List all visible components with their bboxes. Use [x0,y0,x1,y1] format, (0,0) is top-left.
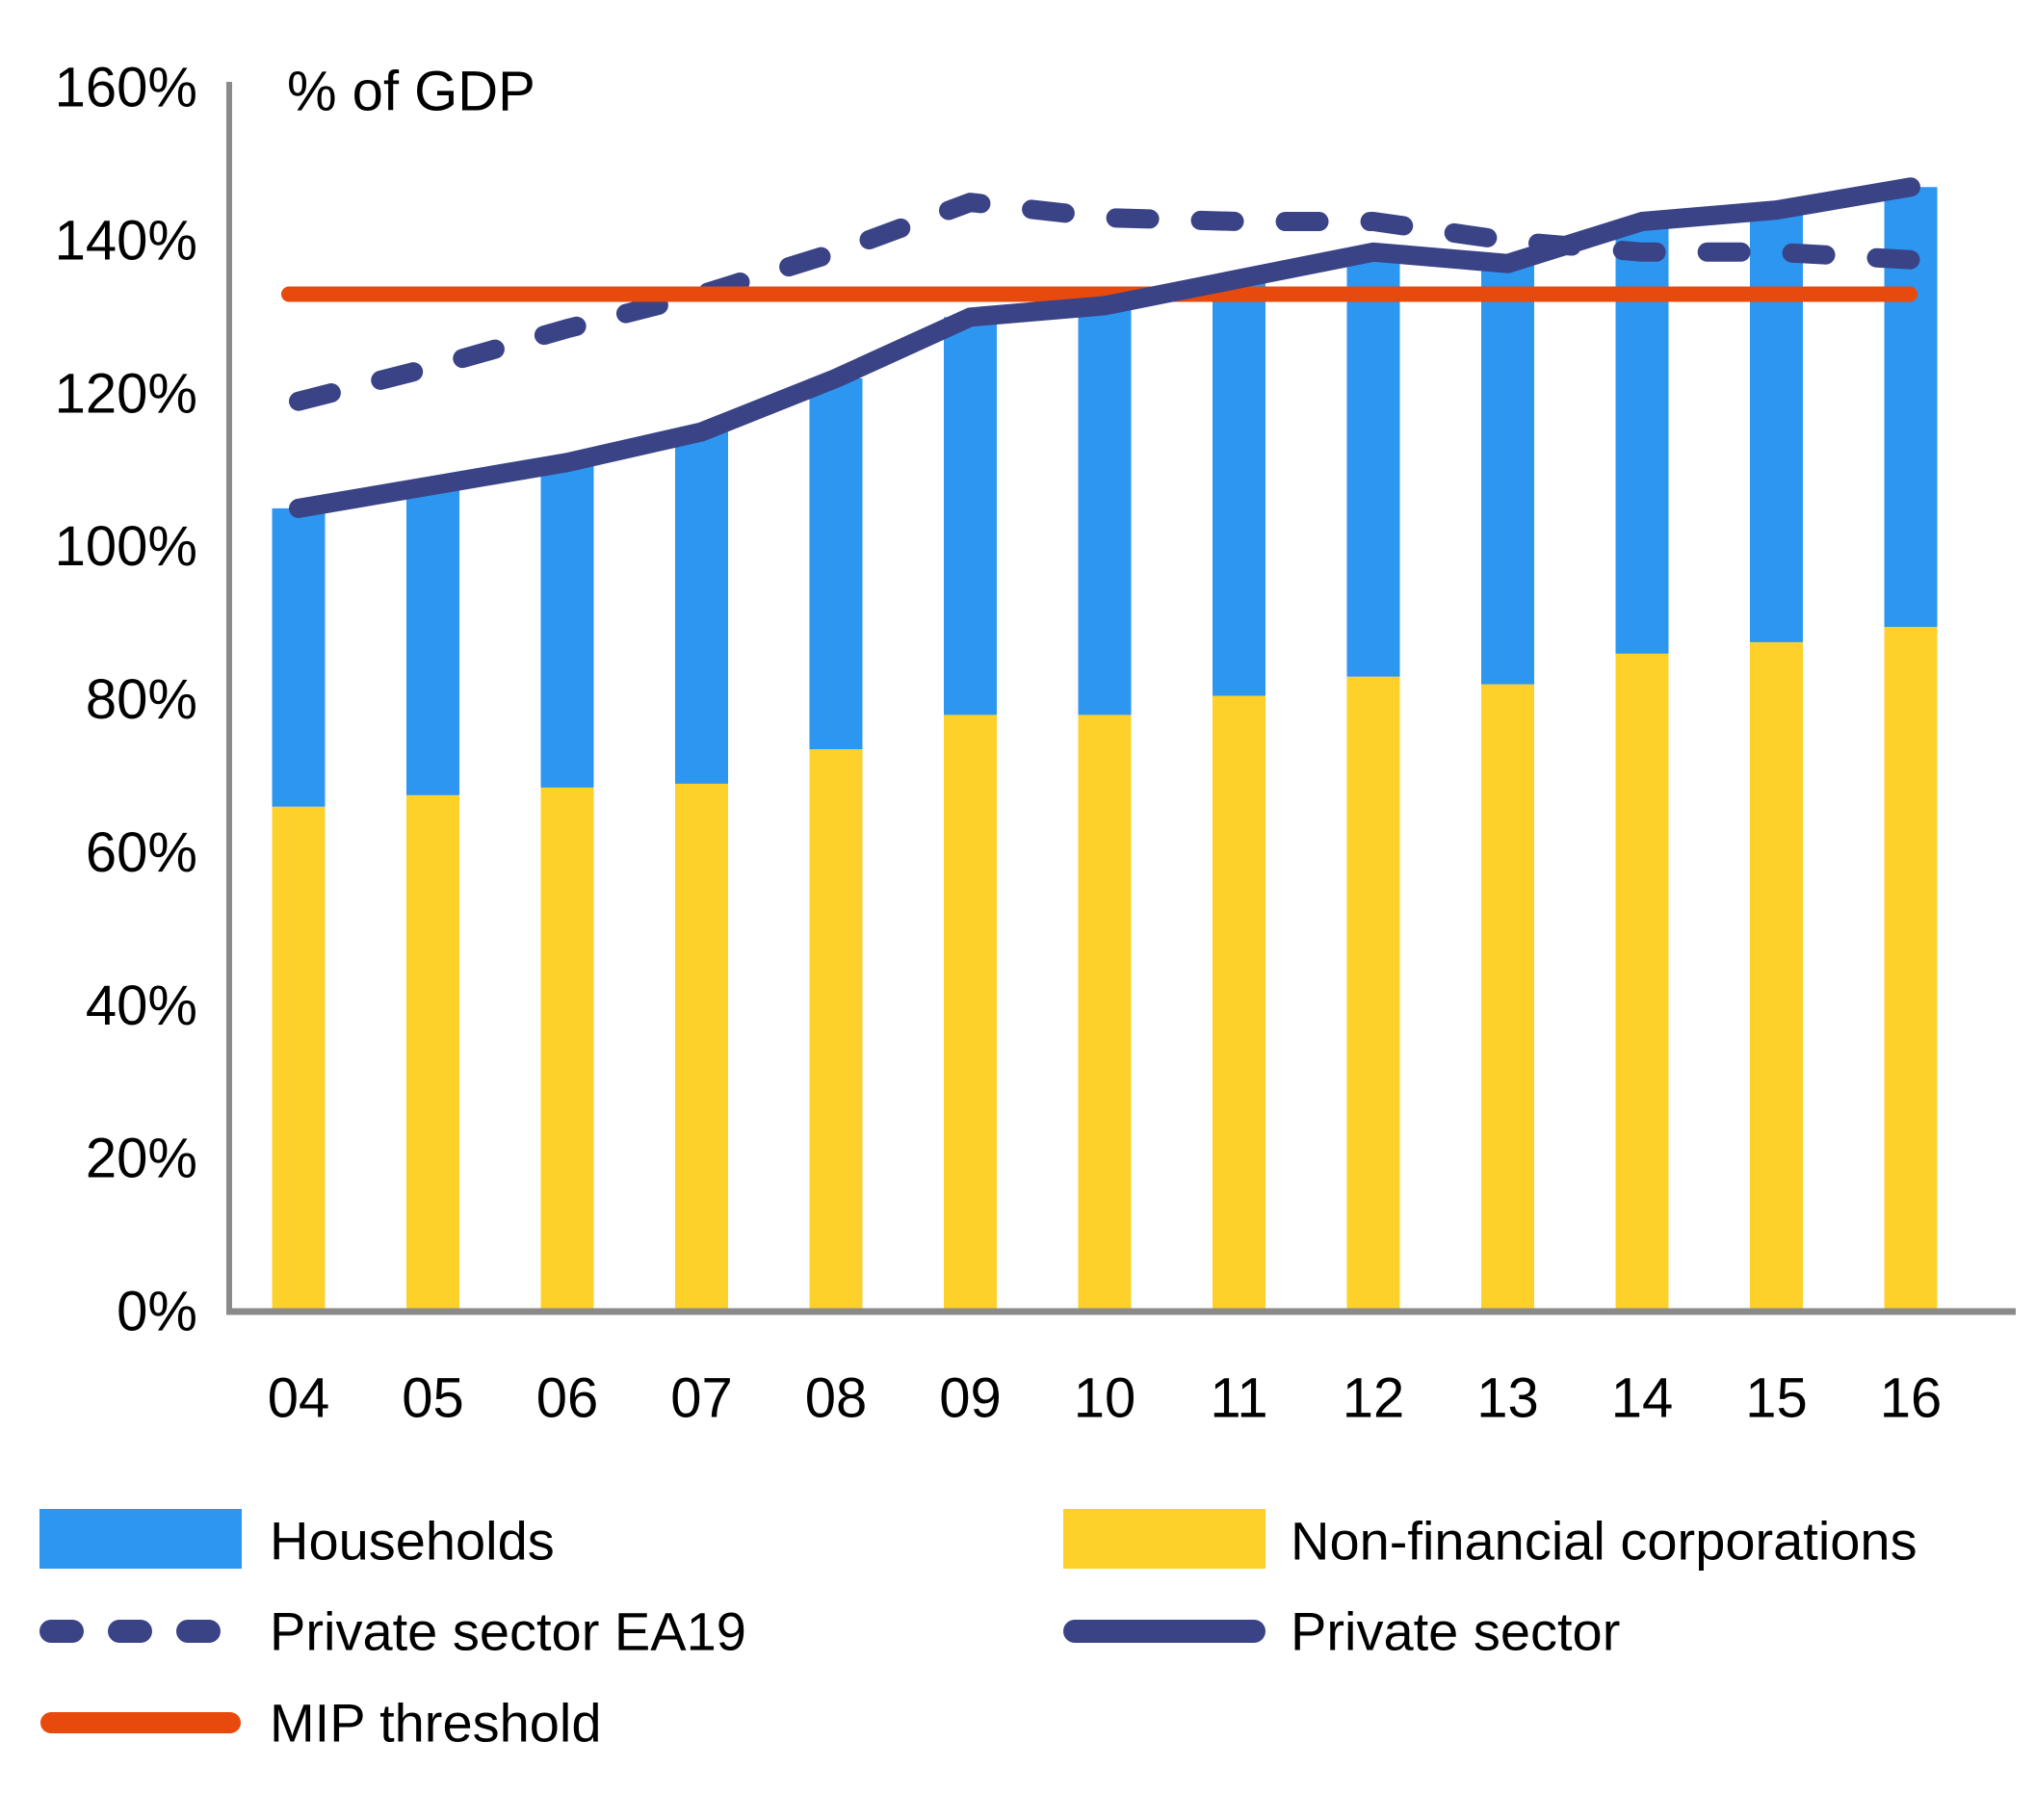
x-tick-label: 04 [268,1367,330,1430]
bar-non-financial-corporations-12 [1346,676,1400,1312]
y-axis-labels: 0% 20% 40% 60% 80% 100% 120% 140% 160% [55,57,197,1343]
y-tick-label: 140% [55,209,197,272]
y-tick-label: 0% [117,1281,197,1343]
bar-households-09 [944,317,997,715]
legend-item-private-sector: Private sector [1063,1601,1620,1662]
bar-non-financial-corporations-08 [809,749,863,1312]
x-tick-label: 05 [402,1367,464,1430]
bar-households-07 [675,431,728,784]
bar-households-04 [272,507,326,807]
bar-households-06 [540,462,594,788]
y-tick-label: 160% [55,57,197,119]
x-tick-label: 14 [1611,1367,1674,1430]
y-tick-label: 40% [86,975,197,1037]
private-sector-path [289,177,1920,518]
bar-non-financial-corporations-05 [406,794,459,1312]
x-tick-label: 09 [939,1367,1002,1430]
legend-label-private-sector-ea19: Private sector EA19 [270,1601,746,1662]
legend-label-households: Households [270,1511,555,1572]
bar-households-13 [1481,263,1534,685]
legend-item-non-financial-corporations: Non-financial corporations [1063,1509,1918,1572]
bar-non-financial-corporations-09 [944,715,997,1312]
private-sector-line [289,177,1920,518]
bar-households-10 [1078,305,1132,715]
plot-area: 0%20%40%60%80%100%120%140%160% 04 05 06 07 0… [55,57,2016,1430]
legend-item-private-sector-ea19: Private sector EA19 [39,1601,746,1662]
legend-label-private-sector: Private sector [1291,1601,1620,1662]
y-tick-label: 100% [55,515,197,578]
legend-item-mip-threshold: MIP threshold [40,1693,601,1754]
legend-label-non-financial-corporations: Non-financial corporations [1291,1511,1918,1572]
legend-label-mip-threshold: MIP threshold [270,1693,601,1754]
bar-non-financial-corporations-04 [272,806,326,1312]
x-tick-label: 07 [670,1367,733,1430]
households-swatch [39,1509,242,1569]
bars-layer [272,187,1938,1312]
x-tick-label: 10 [1074,1367,1136,1430]
x-tick-label: 08 [805,1367,868,1430]
chart-title: % of GDP [287,61,535,123]
bar-non-financial-corporations-07 [675,783,728,1312]
bar-non-financial-corporations-11 [1213,695,1265,1312]
y-tick-label: 80% [86,668,197,731]
bar-households-14 [1615,221,1669,654]
y-tick-label: 60% [86,821,197,884]
private-sector-ea19-path [289,193,1920,411]
non-financial-corporations-swatch [1063,1509,1265,1569]
x-tick-label: 11 [1210,1367,1267,1430]
bar-non-financial-corporations-14 [1615,653,1669,1312]
legend-item-households: Households [39,1509,555,1572]
bar-households-12 [1346,251,1400,677]
x-tick-label: 06 [536,1367,599,1430]
bar-households-08 [809,377,863,750]
y-tick-label: 120% [55,362,197,425]
bar-households-05 [406,485,459,795]
bar-non-financial-corporations-15 [1750,641,1803,1312]
x-tick-label: 12 [1343,1367,1405,1430]
legend: Households Non-financial corporations Pr… [39,1509,1918,1754]
bar-non-financial-corporations-10 [1078,715,1132,1312]
y-tick-label: 20% [86,1128,197,1190]
private-sector-ea19-line [289,193,1920,411]
x-tick-label: 15 [1745,1367,1808,1430]
x-axis-labels: 04 05 06 07 08 09 10 11 12 13 14 15 16 [268,1367,1943,1430]
bar-non-financial-corporations-16 [1884,627,1938,1312]
bar-households-15 [1750,210,1803,642]
bar-non-financial-corporations-06 [540,787,594,1312]
bar-non-financial-corporations-13 [1481,684,1534,1312]
bar-households-11 [1213,278,1265,696]
x-tick-label: 13 [1476,1367,1539,1430]
x-tick-label: 16 [1880,1367,1943,1430]
